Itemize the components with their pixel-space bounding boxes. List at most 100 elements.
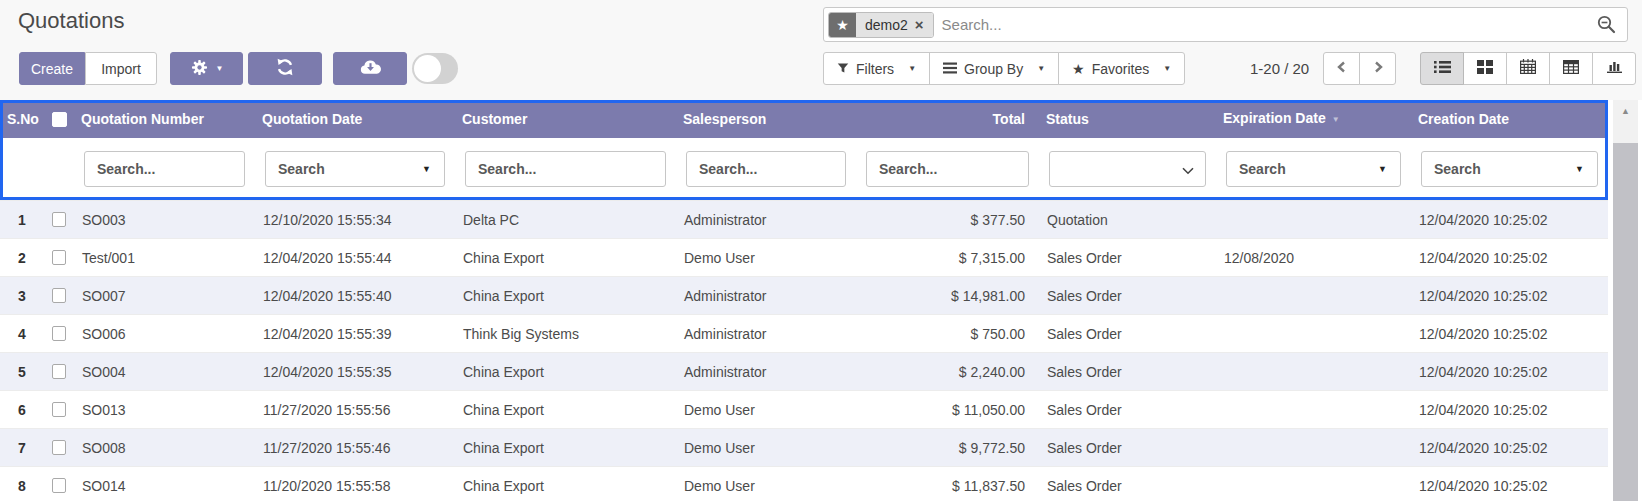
cell-date: 12/04/2020 15:55:40 <box>255 277 455 315</box>
column-header-number[interactable]: Quotation Number <box>74 100 255 138</box>
cell-salesperson: Administrator <box>676 201 856 239</box>
status-filter-select[interactable] <box>1049 151 1206 187</box>
scroll-up-arrow-icon[interactable]: ▲ <box>1613 100 1638 121</box>
row-checkbox[interactable] <box>52 212 66 227</box>
column-search-input-total[interactable] <box>866 151 1029 187</box>
view-list-button[interactable] <box>1420 52 1464 85</box>
scrollbar-thumb[interactable] <box>1613 143 1638 501</box>
create-button[interactable]: Create <box>19 52 85 85</box>
column-header-expiration[interactable]: Expiration Date▼ <box>1216 99 1411 138</box>
cell-sno: 8 <box>0 467 44 501</box>
table-row[interactable]: 1SO00312/10/2020 15:55:34Delta PCAdminis… <box>0 200 1608 238</box>
table-row[interactable]: 6SO01311/27/2020 15:55:56China ExportDem… <box>0 390 1608 428</box>
group-by-button[interactable]: Group By ▼ <box>929 52 1059 85</box>
table-row[interactable]: 2Test/00112/04/2020 15:55:44China Export… <box>0 238 1608 276</box>
column-search-input-salesperson[interactable] <box>686 151 846 187</box>
star-icon: ★ <box>1072 61 1085 77</box>
cell-creation: 12/04/2020 10:25:02 <box>1411 429 1608 467</box>
row-checkbox[interactable] <box>52 364 66 379</box>
column-search-input-number[interactable] <box>84 151 245 187</box>
cell-date: 12/10/2020 15:55:34 <box>255 201 455 239</box>
filters-button[interactable]: Filters ▼ <box>823 52 930 85</box>
row-checkbox[interactable] <box>52 402 66 417</box>
cell-sno: 6 <box>0 391 44 429</box>
search-facet[interactable]: ★ demo2 × <box>828 12 934 38</box>
refresh-button[interactable] <box>248 52 322 85</box>
cell-salesperson: Demo User <box>676 391 856 429</box>
column-header-total[interactable]: Total <box>856 100 1039 138</box>
cell-status: Sales Order <box>1039 353 1216 391</box>
view-calendar-button[interactable] <box>1506 52 1550 85</box>
search-cell-creation: ▼ <box>1411 151 1608 187</box>
column-search-input-creation[interactable] <box>1421 151 1598 187</box>
cell-customer: China Export <box>455 239 676 277</box>
cell-expiration: 12/08/2020 <box>1216 239 1411 277</box>
cell-salesperson: Demo User <box>676 429 856 467</box>
column-header-customer[interactable]: Customer <box>455 100 676 138</box>
column-header-check[interactable] <box>44 112 74 127</box>
pager-previous-button[interactable] <box>1323 52 1360 85</box>
cell-total: $ 9,772.50 <box>856 429 1039 467</box>
cell-salesperson: Demo User <box>676 239 856 277</box>
kanban-view-icon <box>1477 60 1493 78</box>
table-row[interactable]: 5SO00412/04/2020 15:55:35China ExportAdm… <box>0 352 1608 390</box>
column-header-sno: S.No <box>0 100 44 138</box>
table-row[interactable]: 3SO00712/04/2020 15:55:40China ExportAdm… <box>0 276 1608 314</box>
view-kanban-button[interactable] <box>1463 52 1507 85</box>
cell-total: $ 11,050.00 <box>856 391 1039 429</box>
cell-status: Sales Order <box>1039 391 1216 429</box>
column-search-input-date[interactable] <box>265 151 445 187</box>
magnifier-icon[interactable] <box>1596 14 1617 35</box>
column-header-creation[interactable]: Creation Date <box>1411 100 1608 138</box>
column-header-date[interactable]: Quotation Date <box>255 100 455 138</box>
search-options: Filters ▼ Group By ▼ ★ Favorites ▼ <box>823 52 1185 85</box>
cell-status: Quotation <box>1039 201 1216 239</box>
cell-salesperson: Administrator <box>676 353 856 391</box>
pager-next-button[interactable] <box>1359 52 1396 85</box>
toggle-switch[interactable] <box>412 53 458 84</box>
view-pivot-button[interactable] <box>1549 52 1593 85</box>
cell-sno: 5 <box>0 353 44 391</box>
cell-date: 12/04/2020 15:55:35 <box>255 353 455 391</box>
table-row[interactable]: 8SO01411/20/2020 15:55:58China ExportDem… <box>0 466 1608 501</box>
export-button[interactable] <box>333 52 407 85</box>
table-row[interactable]: 7SO00811/27/2020 15:55:46China ExportDem… <box>0 428 1608 466</box>
import-button[interactable]: Import <box>85 52 157 85</box>
cell-total: $ 11,837.50 <box>856 467 1039 501</box>
gear-dropdown-button[interactable]: ▼ <box>170 52 243 85</box>
cell-check <box>44 402 74 417</box>
gear-icon <box>190 58 209 80</box>
cell-number: SO006 <box>74 315 255 353</box>
cell-sno: 4 <box>0 315 44 353</box>
list-view-icon <box>1434 60 1451 78</box>
search-bar[interactable]: ★ demo2 × <box>823 7 1628 42</box>
row-checkbox[interactable] <box>52 478 66 493</box>
chevron-right-icon <box>1371 60 1385 78</box>
column-search-input-expiration[interactable] <box>1226 151 1401 187</box>
calendar-view-icon <box>1520 59 1536 78</box>
cell-customer: China Export <box>455 467 676 501</box>
view-graph-button[interactable] <box>1592 52 1636 85</box>
cell-date: 12/04/2020 15:55:39 <box>255 315 455 353</box>
favorites-button[interactable]: ★ Favorites ▼ <box>1058 52 1185 85</box>
search-cell-total <box>856 151 1039 187</box>
table-header-row: S.No Quotation NumberQuotation DateCustom… <box>0 100 1608 138</box>
vertical-scrollbar[interactable]: ▲ <box>1613 100 1638 501</box>
toggle-knob <box>414 55 441 82</box>
column-header-salesperson[interactable]: Salesperson <box>676 100 856 138</box>
facet-remove-button[interactable]: × <box>915 17 924 32</box>
cell-creation: 12/04/2020 10:25:02 <box>1411 315 1608 353</box>
row-checkbox[interactable] <box>52 288 66 303</box>
row-checkbox[interactable] <box>52 250 66 265</box>
row-checkbox[interactable] <box>52 440 66 455</box>
cell-salesperson: Demo User <box>676 467 856 501</box>
column-header-status[interactable]: Status <box>1039 100 1216 138</box>
table-row[interactable]: 4SO00612/04/2020 15:55:39Think Big Syste… <box>0 314 1608 352</box>
row-checkbox[interactable] <box>52 326 66 341</box>
select-all-checkbox[interactable] <box>52 112 67 127</box>
column-search-input-customer[interactable] <box>465 151 666 187</box>
search-cell-salesperson <box>676 151 856 187</box>
search-input[interactable] <box>934 16 1596 33</box>
cell-creation: 12/04/2020 10:25:02 <box>1411 467 1608 501</box>
cell-creation: 12/04/2020 10:25:02 <box>1411 391 1608 429</box>
